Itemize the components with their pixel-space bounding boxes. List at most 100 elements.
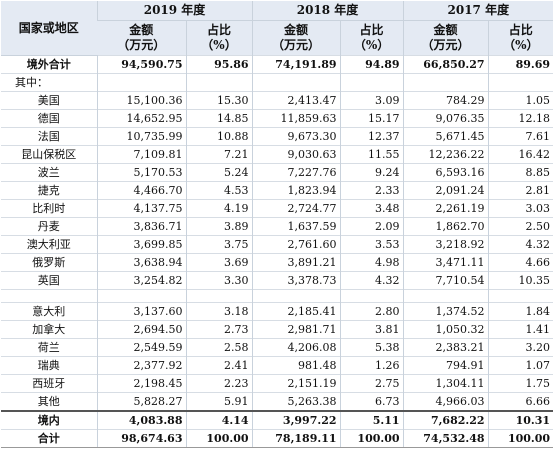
amount-cell: 7,682.22 [402, 410, 489, 430]
percent-cell: 3.18 [185, 302, 253, 321]
region-name-cell: 其中： [1, 73, 97, 92]
table-row: 西班牙 2,198.45 2.23 2,151.19 2.75 1,304.11 1.75 [1, 374, 554, 393]
region-name-cell: 合计 [1, 429, 97, 448]
percent-cell: 4.32 [339, 271, 404, 290]
amount-cell: 3,378.73 [251, 271, 341, 290]
percent-cell: 100.00 [339, 429, 404, 448]
amount-cell [96, 73, 186, 92]
amount-cell: 5,671.45 [402, 127, 489, 146]
amount-header: 金额 （万元） [402, 20, 489, 56]
percent-cell: 4.19 [185, 199, 253, 218]
amount-cell: 5,263.38 [251, 392, 341, 411]
percent-cell: 15.30 [185, 91, 253, 110]
spacer-cell [96, 289, 186, 303]
percent-cell: 1.26 [339, 356, 404, 375]
percent-cell: 1.05 [487, 91, 554, 110]
percent-cell: 100.00 [185, 429, 253, 448]
percent-cell: 9.24 [339, 163, 404, 182]
percent-cell: 7.21 [185, 145, 253, 164]
amount-header: 金额 （万元） [251, 20, 341, 56]
amount-cell: 1,374.52 [402, 302, 489, 321]
amount-cell: 15,100.36 [96, 91, 186, 110]
percent-cell: 8.85 [487, 163, 554, 182]
amount-cell: 794.91 [402, 356, 489, 375]
amount-cell: 1,637.59 [251, 217, 341, 236]
table-row: 境内 4,083.88 4.14 3,997.22 5.11 7,682.22 10.31 [1, 410, 554, 430]
region-name-cell: 澳大利亚 [1, 235, 97, 254]
region-name-cell: 丹麦 [1, 217, 97, 236]
amount-cell: 4,466.70 [96, 181, 186, 200]
table-body: 境外合计 94,590.75 95.86 74,191.89 94.89 66,850.2… [1, 55, 554, 448]
percent-cell: 3.20 [487, 338, 554, 357]
percent-cell: 2.81 [487, 181, 554, 200]
amount-cell: 3,699.85 [96, 235, 186, 254]
amount-cell: 2,724.77 [251, 199, 341, 218]
percent-cell: 3.89 [185, 217, 253, 236]
amount-cell: 2,761.60 [251, 235, 341, 254]
year-header-2017: 2017 年度 [402, 1, 554, 21]
percent-header: 占比 （%） [487, 20, 554, 56]
amount-cell: 11,859.63 [251, 109, 341, 128]
table-row: 比利时 4,137.75 4.19 2,724.77 3.48 2,261.19 3.03 [1, 199, 554, 218]
table-row: 其中： [1, 73, 554, 92]
amount-cell: 2,377.92 [96, 356, 186, 375]
percent-cell: 3.30 [185, 271, 253, 290]
amount-cell: 7,109.81 [96, 145, 186, 164]
amount-cell: 2,151.19 [251, 374, 341, 393]
amount-cell: 5,170.53 [96, 163, 186, 182]
region-name-cell: 波兰 [1, 163, 97, 182]
percent-cell: 2.41 [185, 356, 253, 375]
spacer-cell [339, 289, 404, 303]
amount-cell: 74,191.89 [251, 55, 341, 74]
percent-cell: 2.58 [185, 338, 253, 357]
amount-cell: 981.48 [251, 356, 341, 375]
table-row: 合计 98,674.63 100.00 78,189.11 100.00 74,532.4… [1, 429, 554, 448]
amount-cell: 9,030.63 [251, 145, 341, 164]
amount-cell: 2,383.21 [402, 338, 489, 357]
amount-cell: 7,227.76 [251, 163, 341, 182]
table-row: 德国 14,652.95 14.85 11,859.63 15.17 9,076.35 12… [1, 109, 554, 128]
percent-cell [339, 73, 404, 92]
region-name-cell: 捷克 [1, 181, 97, 200]
amount-cell: 3,891.21 [251, 253, 341, 272]
percent-cell: 89.69 [487, 55, 554, 74]
amount-cell: 4,137.75 [96, 199, 186, 218]
region-name-cell: 英国 [1, 271, 97, 290]
spacer-row [1, 289, 554, 303]
table-row: 英国 3,254.82 3.30 3,378.73 4.32 7,710.54 10.35 [1, 271, 554, 290]
percent-cell: 6.66 [487, 392, 554, 411]
percent-cell: 1.84 [487, 302, 554, 321]
percent-cell: 95.86 [185, 55, 253, 74]
amount-cell [402, 73, 489, 92]
percent-cell: 2.50 [487, 217, 554, 236]
percent-cell: 2.23 [185, 374, 253, 393]
percent-cell: 3.75 [185, 235, 253, 254]
table-row: 加拿大 2,694.50 2.73 2,981.71 3.81 1,050.32 1.41 [1, 320, 554, 339]
amount-cell: 94,590.75 [96, 55, 186, 74]
amount-cell: 9,076.35 [402, 109, 489, 128]
region-name-cell: 瑞典 [1, 356, 97, 375]
percent-cell: 3.69 [185, 253, 253, 272]
spacer-cell [402, 289, 489, 303]
amount-cell: 14,652.95 [96, 109, 186, 128]
amount-cell: 2,198.45 [96, 374, 186, 393]
percent-cell: 94.89 [339, 55, 404, 74]
table-row: 俄罗斯 3,638.94 3.69 3,891.21 4.98 3,471.11 4.66 [1, 253, 554, 272]
percent-cell: 5.91 [185, 392, 253, 411]
region-name-cell: 西班牙 [1, 374, 97, 393]
percent-cell: 1.41 [487, 320, 554, 339]
amount-cell: 3,218.92 [402, 235, 489, 254]
amount-cell: 78,189.11 [251, 429, 341, 448]
percent-cell: 5.24 [185, 163, 253, 182]
year-header-2018: 2018 年度 [251, 1, 404, 21]
amount-cell: 3,997.22 [251, 410, 341, 430]
spacer-cell [1, 289, 97, 303]
country-column-header: 国家或地区 [1, 1, 97, 56]
percent-cell [487, 73, 554, 92]
percent-cell: 100.00 [487, 429, 554, 448]
percent-cell: 3.48 [339, 199, 404, 218]
region-name-cell: 荷兰 [1, 338, 97, 357]
amount-cell: 1,862.70 [402, 217, 489, 236]
amount-cell: 2,981.71 [251, 320, 341, 339]
percent-cell: 10.35 [487, 271, 554, 290]
